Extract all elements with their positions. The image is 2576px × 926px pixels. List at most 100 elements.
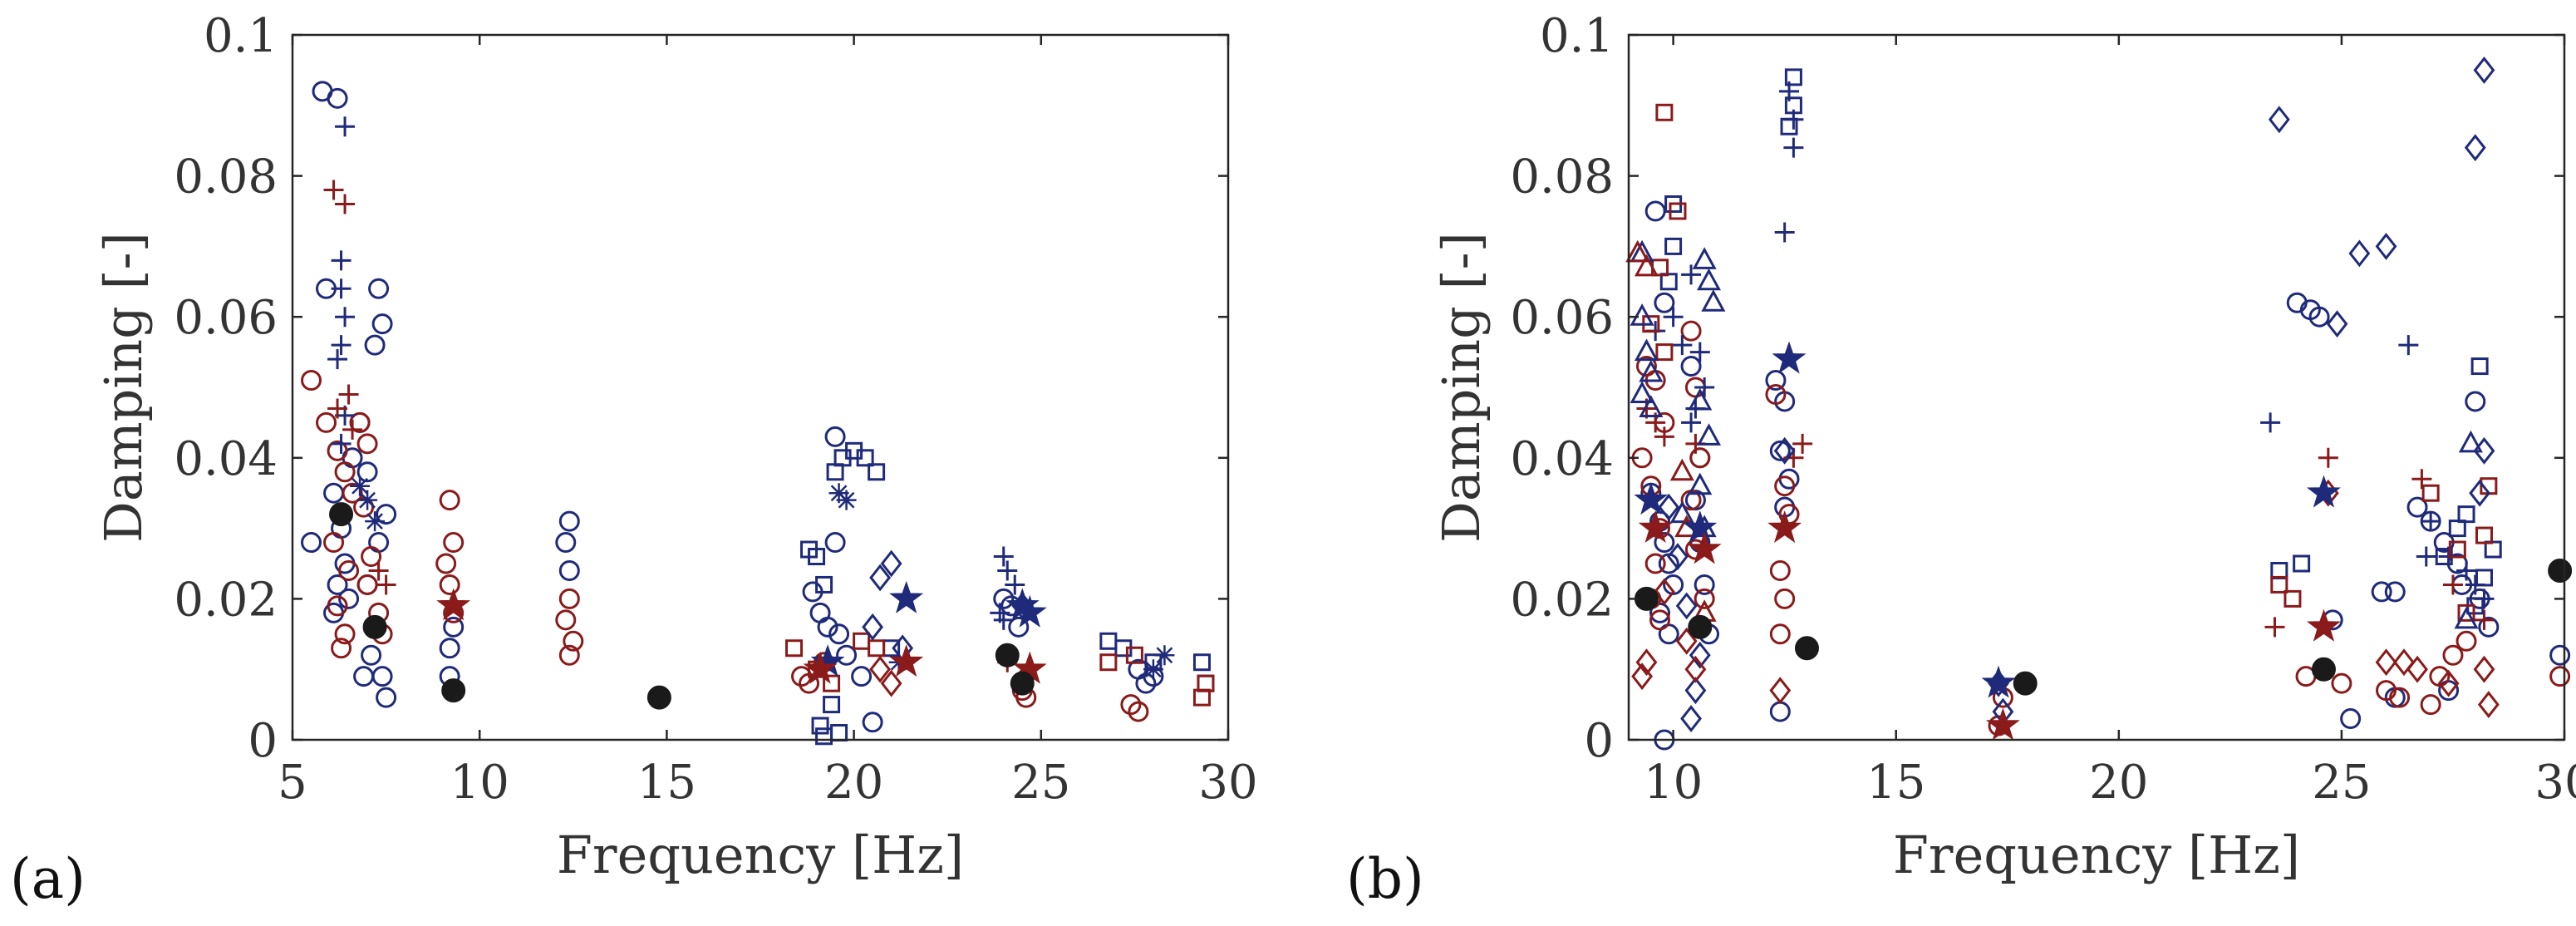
- panel-a-blue-star-point-2: [1012, 594, 1047, 628]
- panel-a-blue-circle-point-18: [376, 504, 397, 525]
- panel-b-y-tick-label-2: 0.04: [1510, 432, 1614, 486]
- panel-b-black-dot-point-2: [1794, 636, 1819, 661]
- panel-b-plot-frame: [1627, 33, 2566, 741]
- panel-b-red-diamond-point-7: [2375, 648, 2397, 677]
- panel-a-y-axis-label: Damping [-]: [93, 232, 154, 543]
- panel-b-x-tick-label-4: 30: [2534, 756, 2576, 810]
- panel-a-y-tick-label-2: 0.04: [174, 432, 278, 486]
- panel-b-blue-star-point-2: [1772, 341, 1807, 374]
- panel-b-red-diamond-point-11: [2473, 655, 2495, 683]
- panel-a-x-tick-label-1: 10: [450, 756, 509, 810]
- panel-b-red-triangle-point-1: [1634, 254, 1659, 277]
- panel-b-blue-plus-point-16: [2456, 560, 2477, 581]
- panel-b-blue-square-point-13: [2475, 569, 2493, 587]
- panel-a-blue-plus-point-1: [331, 250, 351, 271]
- panel-a-red-circle-point-33: [1128, 701, 1149, 722]
- panel-b-red-diamond-point-2: [1653, 578, 1675, 606]
- panel-b-blue-circle-point-26: [2340, 708, 2362, 730]
- panel-b-red-circle-point-31: [2456, 630, 2477, 652]
- panel-a-black-dot-point-0: [329, 502, 354, 527]
- panel-b-red-triangle-point-0: [1625, 239, 1650, 263]
- panel-b-blue-plus-point-13: [2398, 335, 2419, 356]
- panel-a-red-circle-point-32: [1120, 694, 1142, 716]
- panel-a-blue-circle-point-21: [376, 687, 397, 708]
- panel-b-black-dot-point-1: [1688, 614, 1713, 639]
- panel-b-blue-triangle-point-10: [1688, 387, 1713, 411]
- panel-a-red-circle-point-12: [356, 433, 378, 455]
- panel-a-blue-circle-point-14: [364, 334, 386, 356]
- panel-b-blue-plus-point-5: [1694, 377, 1715, 397]
- panel-b-blue-diamond-point-10: [2326, 310, 2348, 338]
- panel-b-blue-triangle-point-15: [2454, 606, 2479, 629]
- panel-a-red-circle-point-11: [349, 411, 371, 433]
- panel-b-red-square-point-11: [2475, 526, 2493, 544]
- panel-b-blue-plus-point-12: [2260, 412, 2281, 433]
- panel-a-red-circle-point-19: [443, 532, 465, 554]
- panel-b-blue-circle-point-18: [1769, 440, 1791, 461]
- panel-b-y-tick-label-4: 0.08: [1510, 150, 1614, 204]
- panel-b-y-tick-label-0: 0: [1584, 714, 1614, 768]
- panel-b-red-circle-point-25: [2331, 672, 2352, 694]
- panel-a-blue-circle-point-27: [555, 532, 577, 554]
- panel-b-blue-square-point-11: [2470, 357, 2489, 376]
- panel-a-blue-circle-point-13: [368, 278, 390, 299]
- panel-b-red-plus-point-9: [2442, 574, 2463, 595]
- panel-b-blue-diamond-point-0: [1658, 493, 1680, 521]
- panel-a-red-circle-point-24: [555, 609, 577, 631]
- panel-a-red-circle-point-7: [338, 559, 360, 581]
- panel-a-blue-square-point-1: [808, 548, 826, 566]
- panel-b-red-plus-point-10: [2474, 609, 2495, 630]
- panel-b-red-circle-point-32: [2549, 666, 2571, 687]
- panel-a-red-star-point-0: [889, 644, 924, 677]
- panel-b-blue-circle-point-37: [2549, 644, 2571, 666]
- panel-b-red-circle-point-6: [1644, 553, 1666, 574]
- panel-a-blue-circle-point-35: [836, 644, 858, 666]
- panel-a-blue-circle-point-36: [862, 712, 883, 733]
- panel-a-red-square-point-0: [785, 639, 804, 658]
- panel-a-red-circle-point-13: [353, 496, 375, 518]
- panel-b-blue-square-point-4: [1784, 96, 1802, 115]
- panel-a-blue-circle-point-31: [817, 616, 838, 638]
- panel-a-y-tick-label-4: 0.08: [174, 150, 278, 204]
- panel-b-blue-circle-point-27: [2371, 581, 2392, 603]
- panel-b-blue-star-point-4: [2306, 475, 2341, 508]
- panel-a-red-circle-point-25: [563, 630, 584, 652]
- panel-a-x-tick-label-3: 20: [824, 756, 883, 810]
- panel-a-blue-circle-point-15: [371, 313, 393, 335]
- panel-a-blue-diamond-point-0: [869, 564, 892, 592]
- panel-b-blue-triangle-point-7: [1692, 247, 1717, 269]
- panel-a-blue-circle-point-32: [824, 426, 846, 447]
- panel-a-red-circle-point-23: [558, 588, 580, 609]
- panel-a-blue-plus-point-8: [993, 546, 1014, 567]
- panel-a-red-star-point-2: [803, 651, 838, 684]
- panel-b-blue-diamond-point-9: [2268, 106, 2290, 134]
- panel-a-blue-plus-point-9: [997, 560, 1018, 581]
- panel-b-red-circle-point-16: [1765, 383, 1787, 405]
- panel-b-blue-circle-point-1: [1654, 292, 1675, 313]
- panel-a-blue-plus-point-10: [1005, 574, 1025, 595]
- panel-a-red-square-point-2: [823, 674, 841, 692]
- panel-b-blue-square-point-2: [1659, 273, 1678, 291]
- panel-a-blue-circle-point-2: [327, 87, 348, 109]
- panel-b-red-plus-point-6: [2264, 617, 2285, 638]
- panel-a-blue-plus-point-0: [335, 116, 356, 137]
- panel-b-red-square-point-5: [2270, 575, 2288, 594]
- panel-a-blue-circle-point-7: [327, 574, 348, 595]
- panel-a-red-circle-point-10: [331, 638, 352, 659]
- panel-b-blue-circle-point-14: [1694, 574, 1715, 595]
- panel-a-blue-square-point-11: [823, 696, 841, 714]
- panel-b-blue-plus-point-1: [1663, 307, 1684, 328]
- panel-a-blue-circle-point-40: [1008, 616, 1030, 638]
- panel-b-y-ticks: 0 0.02 0.04 0.06 0.08 0.1: [1510, 9, 2564, 768]
- panel-a-red-circle-point-2: [327, 440, 348, 461]
- panel-a-red-circle-point-14: [361, 546, 382, 568]
- panel-b-x-axis-label: Frequency [Hz]: [1893, 825, 2300, 885]
- panel-a-red-square-point-4: [868, 639, 886, 658]
- panel-b-blue-square-point-12: [2484, 540, 2502, 559]
- panel-b-blue-circle-point-36: [2478, 616, 2500, 638]
- panel-b-y-tick-label-3: 0.06: [1510, 291, 1614, 345]
- panel-a-blue-star-point-0: [889, 580, 924, 613]
- panel-b-red-circle-point-8: [1649, 609, 1671, 631]
- panel-a-red-plus-point-1: [335, 194, 356, 214]
